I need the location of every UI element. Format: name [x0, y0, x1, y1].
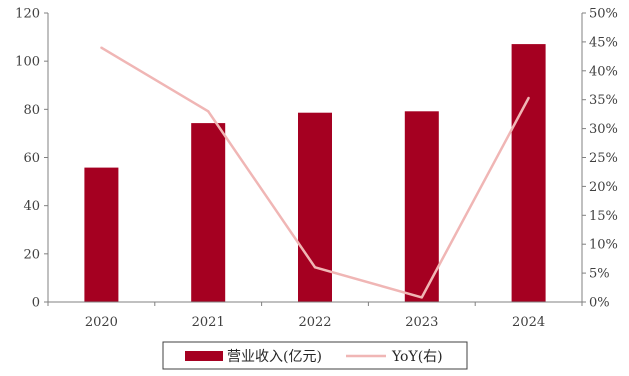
right-y-tick-label: 45% — [589, 35, 618, 50]
plot-area — [84, 44, 546, 302]
right-y-tick-label: 0% — [589, 296, 610, 311]
left-y-tick-label: 20 — [23, 247, 40, 262]
right-y-tick-label: 5% — [589, 267, 610, 282]
yoy-point-2021 — [207, 110, 210, 113]
x-tick-label: 2024 — [512, 315, 545, 330]
bar-2023 — [404, 111, 439, 302]
right-y-tick-label: 25% — [589, 151, 618, 166]
tick-labels: 0 20 40 60 80 100 120 0% 5% 10% 15% 20% 25% 30% 35% 40%… — [15, 7, 618, 331]
yoy-point-2022 — [313, 266, 317, 269]
left-y-tick-label: 40 — [23, 199, 40, 214]
bar-2020 — [84, 167, 119, 302]
right-y-tick-label: 40% — [589, 64, 618, 79]
left-y-tick-label: 100 — [15, 55, 40, 70]
left-y-tick-label: 80 — [23, 103, 40, 118]
yoy-point-2020 — [100, 46, 103, 49]
legend-label-yoy: YoY(右) — [391, 349, 443, 365]
bar-2021 — [191, 123, 226, 302]
x-tick-label: 2021 — [192, 315, 225, 330]
legend: 营业收入(亿元) YoY(右) — [162, 341, 468, 370]
x-tick-label: 2023 — [405, 315, 438, 330]
left-y-tick-label: 120 — [15, 7, 40, 22]
left-y-tick-label: 0 — [32, 296, 40, 311]
x-tick-label: 2022 — [298, 315, 331, 330]
axes — [44, 12, 586, 306]
right-y-tick-label: 35% — [589, 93, 618, 108]
right-y-tick-label: 10% — [589, 238, 618, 253]
yoy-point-2023 — [420, 296, 423, 299]
right-y-tick-label: 30% — [589, 122, 618, 137]
x-tick-label: 2020 — [85, 315, 118, 330]
right-y-tick-label: 15% — [589, 209, 618, 224]
right-y-tick-label: 20% — [589, 180, 618, 195]
yoy-point-2024 — [527, 96, 530, 100]
right-y-tick-label: 50% — [589, 7, 618, 22]
bar-2024 — [511, 44, 546, 302]
bar-2022 — [298, 112, 332, 302]
left-y-tick-label: 60 — [23, 151, 40, 166]
legend-label-revenue: 营业收入(亿元) — [227, 349, 322, 365]
legend-swatch-revenue — [185, 351, 223, 361]
